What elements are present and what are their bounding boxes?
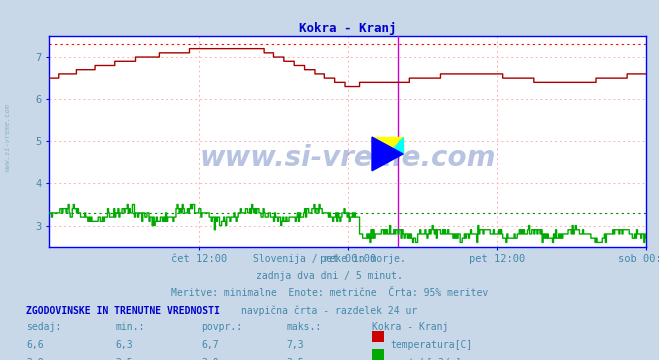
Title: Kokra - Kranj: Kokra - Kranj: [299, 22, 396, 35]
Text: sedaj:: sedaj:: [26, 322, 61, 332]
Text: zadnja dva dni / 5 minut.: zadnja dva dni / 5 minut.: [256, 271, 403, 281]
Text: 6,3: 6,3: [115, 340, 133, 350]
Polygon shape: [387, 137, 403, 154]
Text: 3,0: 3,0: [201, 358, 219, 360]
Text: temperatura[C]: temperatura[C]: [391, 340, 473, 350]
Text: www.si-vreme.com: www.si-vreme.com: [200, 144, 496, 172]
Text: navpična črta - razdelek 24 ur: navpična črta - razdelek 24 ur: [241, 306, 418, 316]
Text: 2,5: 2,5: [115, 358, 133, 360]
Polygon shape: [372, 137, 403, 171]
Text: Slovenija / reke in morje.: Slovenija / reke in morje.: [253, 254, 406, 264]
Text: Meritve: minimalne  Enote: metrične  Črta: 95% meritev: Meritve: minimalne Enote: metrične Črta:…: [171, 288, 488, 298]
Text: 6,6: 6,6: [26, 340, 44, 350]
Polygon shape: [372, 137, 403, 154]
Text: Kokra - Kranj: Kokra - Kranj: [372, 322, 449, 332]
Text: maks.:: maks.:: [287, 322, 322, 332]
Text: pretok[m3/s]: pretok[m3/s]: [391, 358, 461, 360]
Text: min.:: min.:: [115, 322, 145, 332]
Text: ZGODOVINSKE IN TRENUTNE VREDNOSTI: ZGODOVINSKE IN TRENUTNE VREDNOSTI: [26, 306, 220, 316]
Text: povpr.:: povpr.:: [201, 322, 242, 332]
Text: 2,8: 2,8: [26, 358, 44, 360]
Text: 7,3: 7,3: [287, 340, 304, 350]
Text: www.si-vreme.com: www.si-vreme.com: [5, 103, 11, 171]
Text: 6,7: 6,7: [201, 340, 219, 350]
Text: 3,5: 3,5: [287, 358, 304, 360]
